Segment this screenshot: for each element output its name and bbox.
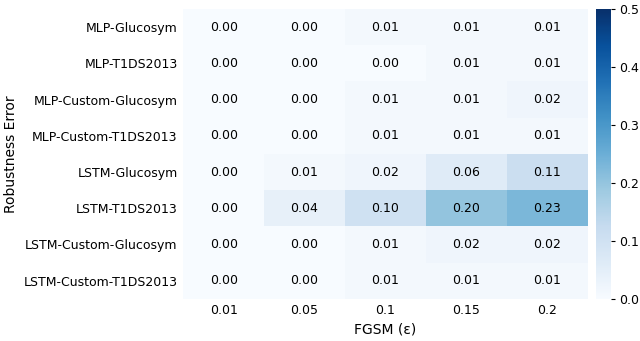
Text: 0.23: 0.23 bbox=[533, 202, 561, 215]
Text: 0.01: 0.01 bbox=[371, 238, 399, 251]
Text: 0.10: 0.10 bbox=[371, 202, 399, 215]
Text: 0.00: 0.00 bbox=[291, 21, 319, 34]
Text: 0.00: 0.00 bbox=[291, 238, 319, 251]
Text: 0.00: 0.00 bbox=[291, 57, 319, 70]
Text: 0.04: 0.04 bbox=[291, 202, 319, 215]
Text: 0.00: 0.00 bbox=[291, 129, 319, 142]
Text: 0.02: 0.02 bbox=[371, 165, 399, 179]
Text: 0.01: 0.01 bbox=[371, 21, 399, 34]
Text: 0.00: 0.00 bbox=[291, 274, 319, 287]
Text: 0.06: 0.06 bbox=[452, 165, 480, 179]
Text: 0.01: 0.01 bbox=[291, 165, 319, 179]
Text: 0.01: 0.01 bbox=[452, 274, 480, 287]
Text: 0.01: 0.01 bbox=[371, 129, 399, 142]
Text: 0.11: 0.11 bbox=[533, 165, 561, 179]
Text: 0.00: 0.00 bbox=[210, 274, 237, 287]
Text: 0.00: 0.00 bbox=[210, 238, 237, 251]
Text: 0.02: 0.02 bbox=[533, 93, 561, 106]
Text: 0.01: 0.01 bbox=[371, 274, 399, 287]
Text: 0.01: 0.01 bbox=[452, 57, 480, 70]
Text: 0.01: 0.01 bbox=[371, 93, 399, 106]
Text: 0.01: 0.01 bbox=[452, 21, 480, 34]
Y-axis label: Robustness Error: Robustness Error bbox=[4, 95, 18, 213]
Text: 0.01: 0.01 bbox=[533, 21, 561, 34]
Text: 0.01: 0.01 bbox=[533, 274, 561, 287]
Text: 0.00: 0.00 bbox=[291, 93, 319, 106]
Text: 0.00: 0.00 bbox=[210, 165, 237, 179]
Text: 0.00: 0.00 bbox=[210, 129, 237, 142]
Text: 0.01: 0.01 bbox=[533, 129, 561, 142]
Text: 0.02: 0.02 bbox=[533, 238, 561, 251]
Text: 0.01: 0.01 bbox=[533, 57, 561, 70]
Text: 0.00: 0.00 bbox=[210, 202, 237, 215]
Text: 0.00: 0.00 bbox=[371, 57, 399, 70]
Text: 0.02: 0.02 bbox=[452, 238, 480, 251]
X-axis label: FGSM (ε): FGSM (ε) bbox=[355, 323, 417, 337]
Text: 0.01: 0.01 bbox=[452, 129, 480, 142]
Text: 0.01: 0.01 bbox=[452, 93, 480, 106]
Text: 0.20: 0.20 bbox=[452, 202, 480, 215]
Text: 0.00: 0.00 bbox=[210, 93, 237, 106]
Text: 0.00: 0.00 bbox=[210, 57, 237, 70]
Text: 0.00: 0.00 bbox=[210, 21, 237, 34]
